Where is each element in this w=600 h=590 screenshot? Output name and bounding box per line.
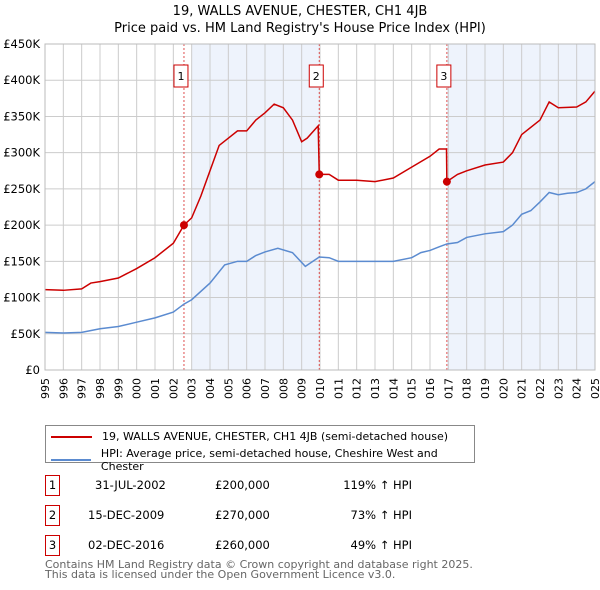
y-tick-label: £450K (3, 37, 40, 51)
x-tick-label: 2009 (296, 378, 309, 400)
x-tick-label: 2016 (424, 378, 437, 400)
shaded-period (191, 44, 320, 370)
sale-marker-box (308, 64, 324, 88)
y-tick-label: £50K (11, 327, 41, 341)
x-tick-label: 2003 (186, 378, 199, 400)
price-chart: 1995 1996 1997 1998 1999 2000 2001 2002 2003 2004… (3, 37, 600, 400)
x-tick-label: 2006 (241, 378, 254, 400)
footer: Contains HM Land Registry data © Crown c… (45, 558, 473, 581)
legend-red-line (51, 435, 92, 438)
sale-badge: 2 (45, 505, 60, 526)
sale-marker-number: 2 (313, 70, 320, 83)
x-tick-label: 2019 (479, 378, 492, 400)
hpi-line (44, 181, 596, 334)
x-tick-label: 2020 (497, 378, 510, 400)
sale-badge: 1 (45, 475, 60, 496)
sale-marker-number: 3 (440, 70, 447, 83)
y-tick-label: £150K (3, 254, 40, 268)
x-tick-label: 2015 (406, 378, 419, 400)
y-tick-label: £200K (3, 218, 40, 232)
x-tick-label: 2010 (314, 378, 327, 400)
sale-hpi: 49% ↑ HPI (350, 538, 412, 552)
x-tick-label: 2013 (369, 378, 382, 400)
legend-label-property: 19, WALLS AVENUE, CHESTER, CH1 4JB (semi… (102, 430, 449, 443)
sale-marker-box (173, 64, 189, 88)
x-tick-label: 2012 (351, 378, 364, 400)
sale-row: 1 31-JUL-2002 £200,000 119% ↑ HPI (45, 475, 445, 496)
sale-date: 15-DEC-2009 (88, 508, 165, 522)
sale-price: £270,000 (215, 508, 270, 522)
footer-licence: This data is licensed under the Open Gov… (45, 568, 396, 581)
x-tick-label: 1999 (112, 378, 125, 400)
x-tick-label: 2014 (387, 378, 400, 400)
y-tick-label: £400K (3, 73, 40, 87)
x-tick-label: 1996 (57, 378, 70, 400)
x-tick-label: 2000 (131, 378, 144, 400)
x-tick-label: 1997 (76, 378, 89, 400)
x-tick-label: 2025 (589, 378, 600, 400)
plot-frame (44, 43, 596, 371)
x-tick-label: 2004 (204, 378, 217, 400)
x-tick-label: 2007 (259, 378, 272, 400)
x-tick-label: 2023 (552, 378, 565, 400)
x-tick-label: 2022 (534, 378, 547, 400)
sale-point (442, 177, 451, 186)
sale-hpi: 73% ↑ HPI (350, 508, 412, 522)
x-tick-label: 2021 (516, 378, 529, 400)
shaded-period (446, 44, 595, 370)
x-tick-label: 2017 (442, 378, 455, 400)
legend-label-hpi: HPI: Average price, semi-detached house,… (100, 447, 438, 473)
y-tick-label: £300K (3, 146, 40, 160)
sale-marker-number: 1 (177, 70, 184, 83)
y-tick-label: £250K (3, 182, 40, 196)
price-paid-line (44, 90, 596, 292)
x-tick-label: 2024 (571, 378, 584, 400)
sale-point (315, 170, 324, 179)
footer-copyright: Contains HM Land Registry data © Crown c… (45, 558, 473, 571)
sale-row: 3 02-DEC-2016 £260,000 49% ↑ HPI (45, 535, 445, 556)
x-tick-label: 2011 (332, 378, 345, 400)
sale-row: 2 15-DEC-2009 £270,000 73% ↑ HPI (45, 505, 445, 526)
sale-marker-box (436, 64, 452, 88)
chart-title: 19, WALLS AVENUE, CHESTER, CH1 4JB (172, 4, 428, 19)
y-tick-label: £350K (3, 109, 40, 123)
chart-subtitle: Price paid vs. HM Land Registry's House … (114, 21, 486, 36)
sale-price: £200,000 (215, 478, 270, 492)
sale-badge: 3 (45, 535, 60, 556)
sale-point (179, 221, 188, 230)
x-tick-label: 2001 (149, 378, 162, 400)
y-tick-label: £0 (25, 363, 40, 377)
x-tick-label: 2018 (461, 378, 474, 400)
sale-date: 02-DEC-2016 (88, 538, 165, 552)
sale-date: 31-JUL-2002 (95, 478, 166, 492)
y-tick-label: £100K (3, 291, 40, 305)
x-tick-label: 2002 (167, 378, 180, 400)
legend-blue-line (51, 459, 91, 461)
x-tick-label: 1995 (39, 378, 52, 400)
x-tick-label: 2008 (277, 378, 290, 400)
x-tick-label: 1998 (94, 378, 107, 400)
legend: 19, WALLS AVENUE, CHESTER, CH1 4JB (semi… (45, 425, 475, 473)
sale-hpi: 119% ↑ HPI (343, 478, 412, 492)
sale-price: £260,000 (215, 538, 270, 552)
x-tick-label: 2005 (222, 378, 235, 400)
